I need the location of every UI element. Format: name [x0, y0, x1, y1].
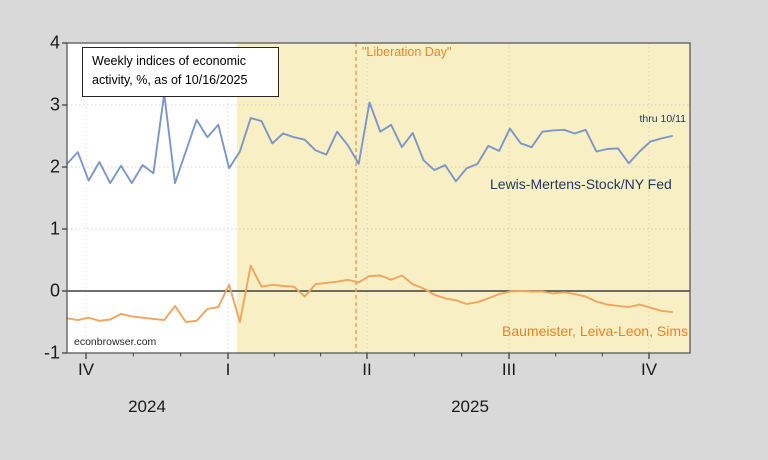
chart-note-box: Weekly indices of economic activity, %, … [82, 47, 279, 97]
series-label-baumeister: Baumeister, Leiva-Leon, Sims [502, 323, 688, 339]
series-label-nyfed: Lewis-Mertens-Stock/NY Fed [490, 176, 672, 192]
note-line-1: Weekly indices of economic [92, 54, 247, 68]
x-tick-label-q3-2025: III [501, 360, 517, 379]
y-tick-label: 3 [49, 94, 60, 115]
y-tick-label: -1 [43, 342, 60, 363]
liberation-day-label: "Liberation Day" [362, 45, 452, 59]
x-tick-label-q4-2024: IV [77, 360, 95, 379]
x-tick-label-q2-2025: II [362, 360, 372, 379]
x-tick-label-q4-2025: IV [640, 360, 658, 379]
y-tick-label: 1 [49, 218, 60, 239]
note-line-2: activity, %, as of 10/16/2025 [92, 73, 248, 88]
econbrowser-watermark: econbrowser.com [74, 336, 157, 348]
x-tick-label-q1-2025: I [225, 360, 231, 379]
thru-date-label: thru 10/11 [639, 113, 686, 125]
y-tick-label: 0 [49, 280, 60, 301]
y-tick-label: 2 [49, 156, 60, 177]
y-tick-label: 4 [49, 32, 60, 53]
year-label-2025: 2025 [451, 397, 489, 416]
year-label-2024: 2024 [128, 397, 166, 416]
